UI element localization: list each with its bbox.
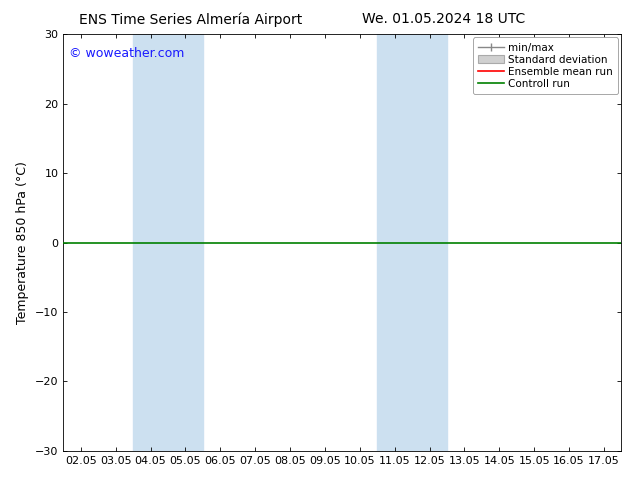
Bar <box>133 34 203 451</box>
Text: ENS Time Series Almería Airport: ENS Time Series Almería Airport <box>79 12 302 27</box>
Legend: min/max, Standard deviation, Ensemble mean run, Controll run: min/max, Standard deviation, Ensemble me… <box>473 37 618 94</box>
Y-axis label: Temperature 850 hPa (°C): Temperature 850 hPa (°C) <box>16 161 30 324</box>
Text: © woweather.com: © woweather.com <box>69 47 184 60</box>
Bar <box>377 34 447 451</box>
Text: We. 01.05.2024 18 UTC: We. 01.05.2024 18 UTC <box>362 12 526 26</box>
